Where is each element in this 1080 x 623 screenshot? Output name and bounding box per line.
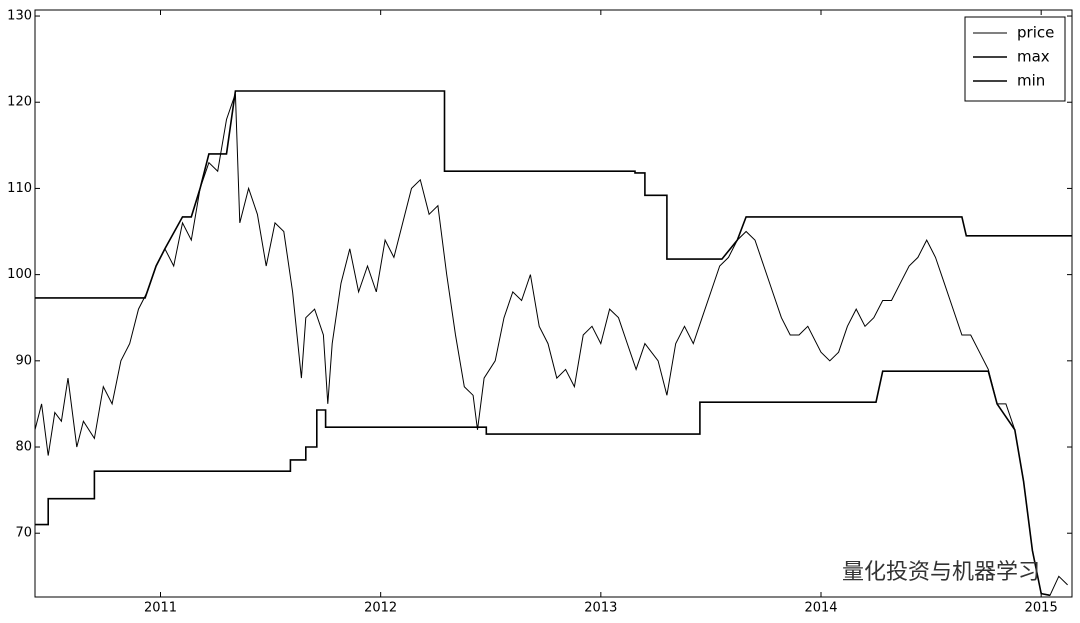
x-tick-label: 2013	[584, 601, 617, 616]
y-tick-label: 70	[15, 526, 32, 541]
y-tick-label: 120	[7, 95, 32, 110]
series-line	[35, 370, 1051, 597]
legend-box	[964, 16, 1066, 102]
y-tick-label: 80	[15, 440, 32, 455]
x-tick-label: 2011	[144, 601, 177, 616]
x-tick-label: 2014	[804, 601, 837, 616]
series-line	[35, 90, 1072, 299]
x-tick-label: 2015	[1025, 601, 1058, 616]
y-tick-label: 110	[7, 181, 32, 196]
y-tick-label: 90	[15, 353, 32, 368]
series-line	[35, 93, 1068, 596]
plot-frame	[34, 9, 1073, 598]
legend-label: price	[1017, 24, 1054, 42]
x-tick-label: 2012	[364, 601, 397, 616]
watermark: 量化投资与机器学习	[842, 560, 1040, 585]
y-tick-label: 130	[7, 9, 32, 24]
legend-label: max	[1017, 48, 1050, 66]
y-tick-label: 100	[7, 267, 32, 282]
legend-label: min	[1017, 72, 1045, 90]
plot-area	[35, 90, 1072, 597]
